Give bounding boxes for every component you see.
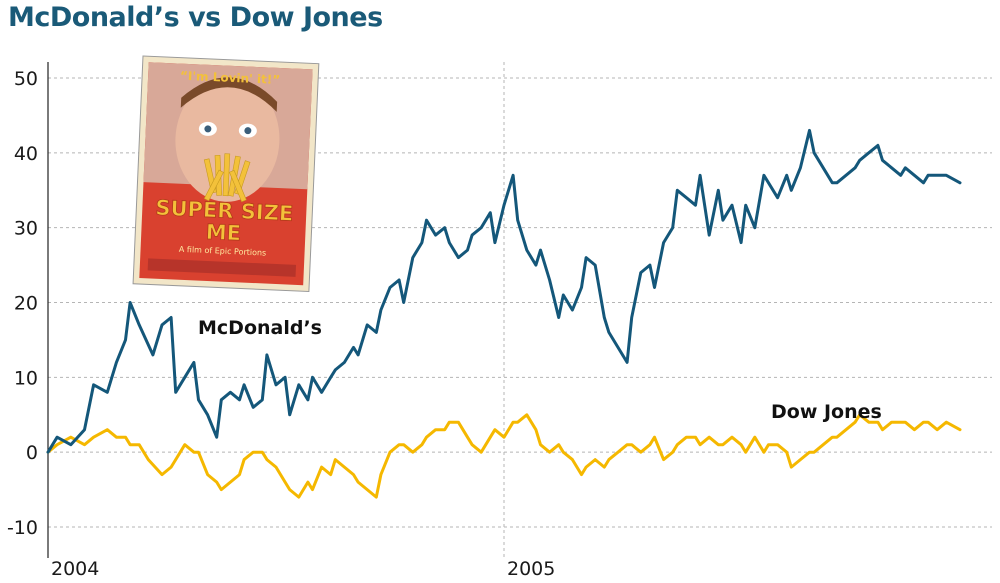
poster-tagline: “I'm Lovin' it!” (180, 69, 281, 87)
tick-labels: 50 40 30 20 10 0 -10 2004 2005 (7, 68, 555, 580)
dow-jones-line (46, 413, 962, 499)
series-label-dow-jones: Dow Jones (771, 401, 882, 423)
y-tick-label: 50 (14, 68, 38, 90)
y-tick-label: 20 (14, 293, 38, 315)
y-tick-label: 10 (14, 367, 38, 389)
x-tick-label: 2004 (51, 558, 99, 580)
series-lines (46, 128, 962, 499)
super-size-me-poster: “I'm Lovin' it!” SUPER SIZE ME A film of… (132, 55, 320, 292)
chart-title: McDonald’s vs Dow Jones (8, 2, 383, 33)
y-tick-label: 0 (26, 442, 38, 464)
y-tick-label: -10 (7, 517, 38, 539)
x-tick-label: 2005 (507, 558, 555, 580)
mcdonalds-line (46, 128, 962, 454)
y-tick-label: 40 (14, 143, 38, 165)
y-tick-label: 30 (14, 218, 38, 240)
series-label-mcdonalds: McDonald’s (198, 317, 322, 339)
poster-title-line2: ME (205, 220, 241, 246)
poster-credit: A film of Epic Portions (179, 245, 267, 258)
